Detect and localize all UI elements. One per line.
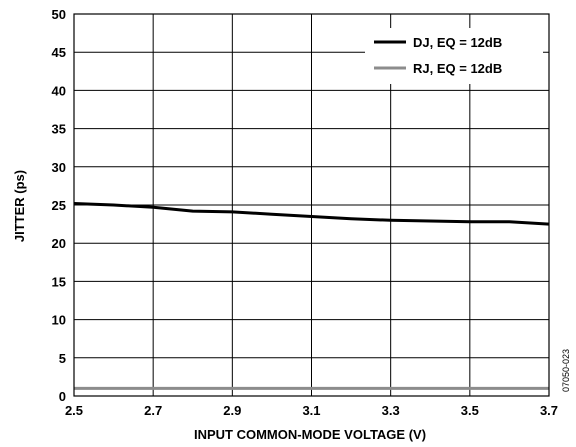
x-tick-label: 3.3 <box>382 403 400 418</box>
y-tick-label: 5 <box>59 351 66 366</box>
y-tick-label: 15 <box>52 274 66 289</box>
y-tick-label: 10 <box>52 313 66 328</box>
x-axis-title: INPUT COMMON-MODE VOLTAGE (V) <box>194 427 426 442</box>
legend: DJ, EQ = 12dB RJ, EQ = 12dB <box>365 28 543 84</box>
x-tick-labels: 2.5 2.7 2.9 3.1 3.3 3.5 3.7 <box>65 403 558 418</box>
x-tick-label: 2.7 <box>144 403 162 418</box>
y-tick-label: 30 <box>52 160 66 175</box>
y-tick-label: 50 <box>52 7 66 22</box>
x-tick-label: 3.1 <box>302 403 320 418</box>
y-tick-labels: 0 5 10 15 20 25 30 35 40 45 50 <box>52 7 66 404</box>
figure-id: 07050-023 <box>561 349 571 392</box>
y-tick-label: 35 <box>52 122 66 137</box>
y-tick-label: 25 <box>52 198 66 213</box>
x-tick-label: 3.5 <box>461 403 479 418</box>
legend-label: RJ, EQ = 12dB <box>413 61 502 76</box>
x-tick-label: 3.7 <box>540 403 558 418</box>
series-line-dj <box>73 202 550 226</box>
plot-frame <box>73 13 550 397</box>
y-tick-label: 45 <box>52 45 66 60</box>
y-tick-label: 40 <box>52 83 66 98</box>
y-axis-title: JITTER (ps) <box>12 170 27 242</box>
series-lines <box>73 202 550 390</box>
legend-label: DJ, EQ = 12dB <box>413 35 502 50</box>
y-tick-label: 20 <box>52 236 66 251</box>
x-tick-label: 2.5 <box>65 403 83 418</box>
x-tick-label: 2.9 <box>223 403 241 418</box>
y-tick-label: 0 <box>59 389 66 404</box>
legend-background <box>365 28 543 84</box>
